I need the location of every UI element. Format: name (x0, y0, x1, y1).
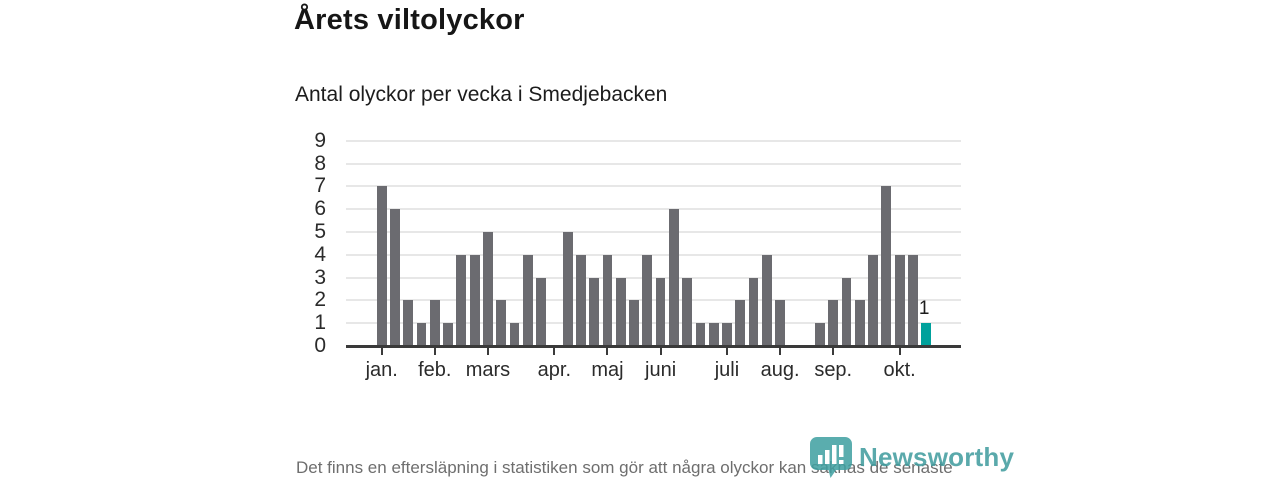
gridline (346, 231, 961, 233)
bar (841, 277, 852, 346)
x-axis-tick (898, 348, 901, 355)
bar (655, 277, 666, 346)
bar (748, 277, 759, 346)
bar (722, 323, 732, 346)
x-axis-tick (433, 348, 436, 355)
newsworthy-logo-text: Newsworthy (859, 442, 1015, 472)
gridline (346, 208, 961, 211)
highlight-value-label: 1 (918, 298, 930, 320)
bar (775, 300, 785, 346)
gridline (346, 322, 961, 325)
x-axis-tick (553, 348, 556, 355)
gridline (346, 185, 961, 188)
bar (376, 186, 387, 346)
gridline (346, 276, 961, 279)
newsworthy-logo-icon (810, 437, 852, 478)
y-axis-tick-label: 4 (314, 242, 326, 266)
x-axis-month-label: mars (465, 359, 511, 381)
bar-highlighted (921, 323, 932, 346)
bar (854, 300, 865, 346)
y-axis-tick-label: 9 (314, 128, 326, 152)
x-axis-month-label: okt. (883, 359, 916, 381)
bar (615, 277, 626, 346)
chart-subtitle: Antal olyckor per vecka i Smedjebacken (295, 83, 668, 106)
bar (403, 300, 414, 346)
y-axis-tick-label: 5 (314, 220, 326, 243)
bar (443, 323, 453, 346)
x-axis-month-label: juni (645, 359, 677, 381)
bar (761, 254, 772, 346)
bar (668, 209, 679, 346)
bar (868, 254, 878, 346)
bar (390, 209, 400, 346)
bar (562, 232, 573, 346)
y-axis-tick-label: 3 (314, 265, 326, 289)
bar (815, 323, 825, 346)
y-axis-tick-label: 2 (314, 288, 326, 312)
bar (881, 186, 892, 346)
x-axis-line (346, 345, 961, 348)
x-axis-tick (606, 348, 609, 355)
x-axis-month-label: feb. (418, 359, 452, 381)
y-axis-tick-label: 6 (314, 197, 326, 221)
bar (682, 277, 693, 346)
newsworthy-logo: Newsworthy (810, 437, 1014, 478)
bar (828, 300, 839, 346)
bar (642, 254, 653, 346)
bar (469, 254, 480, 346)
x-axis-month-label: aug. (760, 359, 800, 381)
x-axis-tick (779, 348, 782, 355)
x-axis-tick (832, 348, 835, 355)
bar (629, 300, 639, 346)
bar (589, 277, 600, 346)
bar (509, 323, 520, 346)
y-axis-tick-label: 1 (314, 311, 326, 335)
bar (483, 232, 493, 346)
bar (894, 254, 905, 346)
bar (416, 323, 427, 346)
gridline (346, 299, 961, 302)
bar (496, 300, 507, 346)
x-axis-tick (380, 348, 383, 355)
gridline (346, 253, 961, 256)
bar (522, 254, 533, 346)
bar (576, 254, 586, 346)
x-axis-tick (486, 348, 489, 355)
gridline (346, 139, 961, 142)
page-title: Årets viltolyckor (294, 4, 525, 36)
x-axis-tick (659, 348, 662, 355)
x-axis-month-label: sep. (814, 359, 853, 381)
bar (602, 254, 613, 346)
x-axis-tick (725, 348, 728, 355)
bar (708, 323, 719, 346)
y-axis-tick-label: 7 (314, 174, 326, 198)
bar (429, 300, 440, 346)
bar (695, 323, 706, 346)
bar (456, 254, 467, 346)
bar (536, 277, 546, 346)
y-axis-tick-label: 8 (314, 151, 326, 175)
bar (735, 300, 746, 346)
x-axis-month-label: jan. (365, 359, 398, 381)
x-axis-month-label: maj (591, 359, 624, 381)
y-axis-tick-label: 0 (314, 334, 326, 357)
bar (908, 254, 918, 346)
x-axis-month-label: apr. (537, 359, 571, 381)
x-axis-month-label: juli (714, 359, 740, 381)
gridline (346, 162, 961, 165)
